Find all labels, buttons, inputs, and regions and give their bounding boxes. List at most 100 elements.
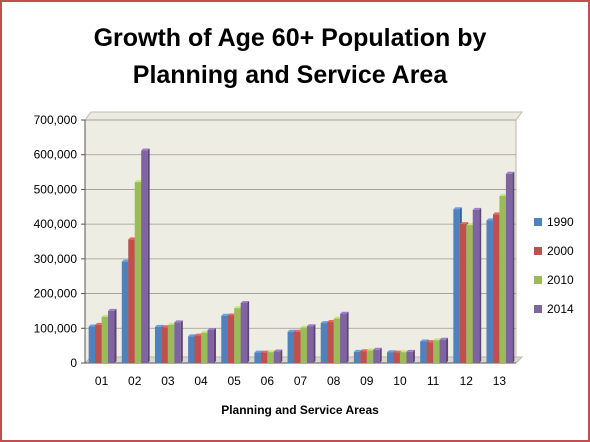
bar-1990-13 <box>486 220 493 363</box>
bar-2010-06 <box>267 352 274 363</box>
bar-top-2010-04 <box>201 330 210 333</box>
bar-2014-11 <box>439 339 447 363</box>
bar-1990-05 <box>221 315 228 363</box>
bar-top-2014-01 <box>108 308 117 311</box>
bar-top-2014-09 <box>373 347 382 350</box>
bar-2014-09 <box>373 349 380 363</box>
chart-title: Growth of Age 60+ Population by Planning… <box>93 24 487 89</box>
x-tick-label: 10 <box>393 374 407 388</box>
bar-top-2014-10 <box>406 349 415 352</box>
x-tick-label: 12 <box>460 374 474 388</box>
bar-2010-07 <box>300 327 307 363</box>
legend: 1990 2000 2010 2014 <box>534 215 574 316</box>
bar-top-2000-13 <box>492 212 502 215</box>
bar-2000-06 <box>260 352 268 363</box>
bar-top-1990-07 <box>287 329 297 332</box>
bar-top-2000-03 <box>161 325 170 328</box>
legend-swatch <box>534 305 542 313</box>
x-tick-label: 13 <box>493 374 507 388</box>
y-tick-label: 700,000 <box>34 113 78 127</box>
bar-side-2014-10 <box>412 349 415 363</box>
bar-1990-10 <box>387 352 394 363</box>
bar-top-2000-08 <box>327 320 336 323</box>
bar-1990-09 <box>353 351 361 363</box>
bar-side-2014-02 <box>147 148 150 363</box>
bar-2014-03 <box>174 322 181 363</box>
bar-side-2014-13 <box>512 171 515 363</box>
bar-2014-04 <box>207 330 214 363</box>
bar-2000-13 <box>492 214 500 363</box>
bar-side-2014-03 <box>180 320 183 363</box>
bar-2000-11 <box>426 342 434 363</box>
bar-2000-04 <box>194 335 202 363</box>
bar-top-2010-05 <box>234 306 243 309</box>
bar-top-1990-06 <box>254 350 263 353</box>
bar-side-2014-12 <box>479 207 482 363</box>
bar-2010-05 <box>234 308 241 363</box>
bar-top-1990-02 <box>121 259 131 262</box>
bar-top-2010-01 <box>101 314 111 317</box>
bar-top-1990-01 <box>88 324 98 327</box>
y-tick-label: 400,000 <box>34 217 78 231</box>
y-tick-label: 200,000 <box>34 287 78 301</box>
bar-top-2014-08 <box>340 311 349 314</box>
bar-top-2014-13 <box>505 171 515 174</box>
bar-top-2000-05 <box>227 313 237 316</box>
y-tick-label: 600,000 <box>34 148 78 162</box>
bar-top-1990-11 <box>420 339 429 342</box>
bar-top-2000-09 <box>360 349 369 352</box>
bar-top-2010-09 <box>366 348 376 351</box>
legend-label: 2014 <box>547 302 574 316</box>
legend-swatch <box>534 276 542 284</box>
x-tick-label: 01 <box>95 374 109 388</box>
bar-2000-10 <box>393 352 400 363</box>
bar-2000-05 <box>227 315 235 363</box>
bar-2000-01 <box>95 324 102 363</box>
bar-2014-13 <box>505 173 513 363</box>
bar-side-2014-01 <box>114 308 117 363</box>
y-tick-label: 100,000 <box>34 321 78 335</box>
bar-top-2010-03 <box>167 322 177 325</box>
bar-top-2000-12 <box>459 222 469 225</box>
bar-top-2014-07 <box>306 324 316 327</box>
bar-top-2014-12 <box>472 207 482 210</box>
y-axis-tick-labels: 0 100,000 200,000 300,000 400,000 500,000 600,… <box>34 113 78 370</box>
bar-top-2000-10 <box>393 350 402 353</box>
bar-side-2014-05 <box>247 300 250 363</box>
x-tick-label: 04 <box>194 374 208 388</box>
x-tick-label: 02 <box>128 374 142 388</box>
bar-2014-02 <box>141 150 148 363</box>
bar-top-2014-02 <box>141 148 150 151</box>
bar-top-1990-08 <box>320 321 330 324</box>
bar-1990-01 <box>88 326 96 363</box>
bar-2010-11 <box>433 340 440 363</box>
bar-top-1990-03 <box>154 324 164 327</box>
y-tick-label: 0 <box>70 356 77 370</box>
x-tick-label: 08 <box>327 374 341 388</box>
bar-side-2014-04 <box>213 328 216 363</box>
bar-1990-04 <box>188 336 195 363</box>
plot-area-wall <box>84 111 523 121</box>
x-tick-label: 03 <box>161 374 175 388</box>
bar-top-2000-11 <box>426 340 436 343</box>
bar-2010-02 <box>134 182 142 363</box>
legend-swatch <box>534 218 542 226</box>
bar-top-2010-07 <box>300 325 309 328</box>
bar-2000-09 <box>360 351 367 363</box>
bar-1990-11 <box>420 341 427 363</box>
bar-1990-02 <box>121 261 129 363</box>
x-tick-label: 09 <box>360 374 374 388</box>
bar-2010-01 <box>101 316 109 363</box>
bar-top-2014-04 <box>207 328 216 331</box>
bar-top-1990-04 <box>188 334 197 337</box>
bar-2014-05 <box>240 302 248 363</box>
plot-area <box>84 119 517 364</box>
bar-2014-08 <box>340 313 347 363</box>
bar-2010-10 <box>399 352 407 363</box>
bar-top-2014-03 <box>174 320 183 323</box>
bar-top-2010-06 <box>267 350 276 353</box>
bar-top-2000-07 <box>294 329 303 332</box>
bar-side-2014-08 <box>346 311 349 363</box>
bar-2010-04 <box>201 332 208 363</box>
bar-2010-13 <box>499 196 506 363</box>
